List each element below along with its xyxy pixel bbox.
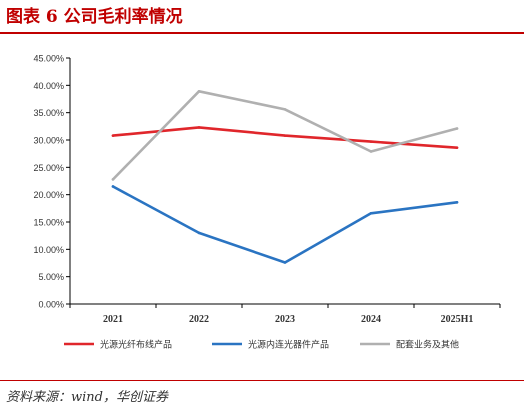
y-tick-label: 35.00% bbox=[33, 108, 64, 118]
series-1-point bbox=[283, 134, 287, 137]
x-tick-label: 2022 bbox=[189, 314, 209, 325]
figure-title: 图表 6 公司毛利率情况 bbox=[6, 7, 183, 27]
series-1-point bbox=[455, 146, 459, 149]
series-2-point bbox=[111, 185, 115, 188]
legend-label-1: 光源光纤布线产品 bbox=[100, 339, 172, 351]
x-tick-label: 2024 bbox=[361, 314, 381, 325]
y-tick-label: 10.00% bbox=[33, 245, 64, 255]
series-3-point bbox=[197, 90, 201, 93]
x-tick-label: 2025H1 bbox=[441, 314, 474, 325]
title-divider bbox=[0, 32, 524, 34]
source-divider bbox=[0, 380, 524, 381]
series-2-point bbox=[369, 211, 373, 215]
y-tick-label: 20.00% bbox=[33, 190, 64, 200]
legend-label-2: 光源内连光器件产品 bbox=[248, 339, 329, 351]
series-3-point bbox=[369, 150, 373, 153]
figure-header: 图表 6 公司毛利率情况 bbox=[0, 0, 524, 36]
series-line-2 bbox=[111, 185, 459, 264]
y-tick-label: 30.00% bbox=[33, 136, 64, 146]
series-2-point bbox=[283, 261, 287, 264]
series-3-point bbox=[283, 108, 287, 111]
y-tick-label: 40.00% bbox=[33, 81, 64, 91]
source-note: 资料来源：wind，华创证券 bbox=[6, 390, 168, 405]
series-3-point bbox=[455, 127, 459, 130]
y-tick-label: 45.00% bbox=[33, 54, 64, 64]
series-line-1 bbox=[111, 126, 459, 149]
series-1-point bbox=[197, 126, 201, 129]
chart-area: 0.00% 5.00% 10.00% 15.00% 20.00% 25.00% 30.00%… bbox=[0, 36, 524, 376]
y-tick-label: 5.00% bbox=[38, 272, 64, 282]
x-tick-label: 2023 bbox=[275, 314, 295, 325]
x-tick-label: 2021 bbox=[103, 314, 123, 325]
y-tick-label: 25.00% bbox=[33, 163, 64, 173]
gross-margin-line-chart: 0.00% 5.00% 10.00% 15.00% 20.00% 25.00% 30.00%… bbox=[33, 54, 501, 351]
series-1-point bbox=[111, 134, 115, 137]
y-tick-label: 0.00% bbox=[38, 300, 64, 310]
series-2-point bbox=[455, 201, 459, 204]
series-1-point bbox=[369, 140, 373, 143]
series-3-point bbox=[111, 178, 115, 181]
legend-label-3: 配套业务及其他 bbox=[396, 339, 459, 351]
y-tick-label: 15.00% bbox=[33, 218, 64, 228]
series-2-point bbox=[197, 231, 201, 235]
